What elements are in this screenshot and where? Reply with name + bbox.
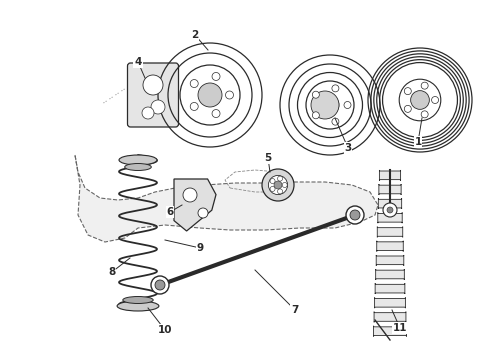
- FancyBboxPatch shape: [377, 241, 403, 251]
- Text: 3: 3: [344, 143, 352, 153]
- Circle shape: [312, 112, 319, 119]
- FancyBboxPatch shape: [375, 283, 405, 294]
- FancyBboxPatch shape: [127, 63, 178, 127]
- Ellipse shape: [119, 155, 157, 165]
- Circle shape: [143, 75, 163, 95]
- Polygon shape: [75, 155, 378, 242]
- Circle shape: [383, 203, 397, 217]
- FancyBboxPatch shape: [376, 269, 404, 280]
- Circle shape: [190, 103, 198, 111]
- Circle shape: [155, 280, 165, 290]
- FancyBboxPatch shape: [379, 184, 401, 195]
- FancyBboxPatch shape: [378, 212, 402, 223]
- FancyBboxPatch shape: [373, 326, 407, 337]
- Circle shape: [225, 91, 234, 99]
- Circle shape: [269, 175, 288, 195]
- Circle shape: [404, 87, 411, 95]
- Circle shape: [270, 179, 275, 184]
- Circle shape: [346, 206, 364, 224]
- Circle shape: [274, 181, 282, 189]
- Text: 4: 4: [134, 57, 142, 67]
- Text: 11: 11: [393, 323, 407, 333]
- Circle shape: [421, 82, 428, 89]
- Circle shape: [332, 118, 339, 125]
- Ellipse shape: [124, 163, 151, 171]
- Circle shape: [282, 183, 287, 188]
- Ellipse shape: [117, 301, 159, 311]
- FancyBboxPatch shape: [379, 170, 401, 181]
- Circle shape: [311, 91, 339, 119]
- Circle shape: [421, 111, 428, 118]
- FancyBboxPatch shape: [374, 312, 406, 322]
- Text: 7: 7: [292, 305, 299, 315]
- Polygon shape: [174, 179, 216, 231]
- Text: 2: 2: [192, 30, 198, 40]
- Circle shape: [142, 107, 154, 119]
- Circle shape: [277, 189, 283, 194]
- Text: 1: 1: [415, 137, 421, 147]
- Circle shape: [277, 176, 283, 181]
- Circle shape: [190, 80, 198, 87]
- FancyBboxPatch shape: [376, 255, 404, 266]
- FancyBboxPatch shape: [378, 198, 402, 209]
- Circle shape: [411, 91, 429, 109]
- Text: 10: 10: [158, 325, 172, 335]
- Circle shape: [198, 83, 222, 107]
- Circle shape: [270, 186, 275, 192]
- Circle shape: [151, 100, 165, 114]
- Circle shape: [332, 85, 339, 92]
- FancyBboxPatch shape: [374, 297, 405, 308]
- Text: 8: 8: [108, 267, 116, 277]
- Circle shape: [321, 96, 339, 114]
- Circle shape: [350, 210, 360, 220]
- Circle shape: [387, 207, 393, 213]
- Circle shape: [212, 72, 220, 80]
- Ellipse shape: [123, 297, 153, 303]
- Text: 6: 6: [167, 207, 173, 217]
- Circle shape: [151, 276, 169, 294]
- Circle shape: [404, 105, 411, 112]
- Circle shape: [198, 208, 208, 218]
- Circle shape: [183, 188, 197, 202]
- Circle shape: [432, 96, 439, 104]
- Circle shape: [312, 91, 319, 98]
- Circle shape: [212, 109, 220, 118]
- Text: 5: 5: [265, 153, 271, 163]
- Circle shape: [344, 102, 351, 108]
- Circle shape: [262, 169, 294, 201]
- FancyBboxPatch shape: [377, 227, 403, 237]
- Text: 9: 9: [196, 243, 203, 253]
